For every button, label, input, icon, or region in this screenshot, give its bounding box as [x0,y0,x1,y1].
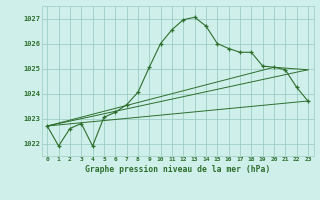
X-axis label: Graphe pression niveau de la mer (hPa): Graphe pression niveau de la mer (hPa) [85,165,270,174]
